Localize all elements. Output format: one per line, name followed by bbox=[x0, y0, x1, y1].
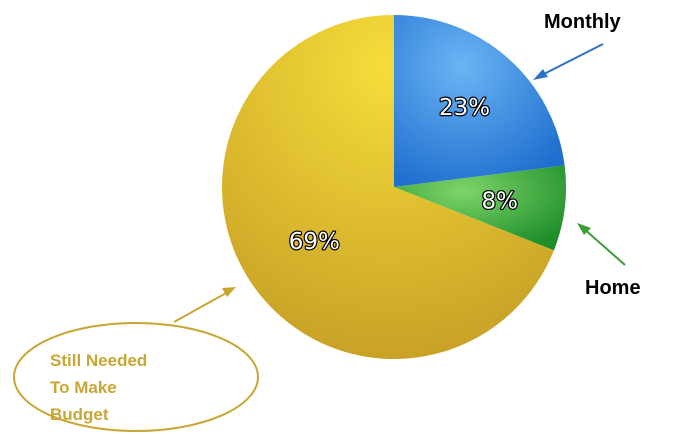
pie-slice-value-monthly: 23% bbox=[439, 95, 490, 121]
callout-monthly-arrowhead bbox=[533, 69, 548, 80]
callout-budget-line-1: Still Needed bbox=[50, 351, 147, 370]
callout-budget-line-2: To Make bbox=[50, 378, 117, 397]
pie-slice-value-home: 8% bbox=[482, 188, 519, 214]
callout-home: Home bbox=[577, 223, 641, 299]
callout-home-label: Home bbox=[585, 277, 641, 299]
callout-budget-ellipse bbox=[13, 322, 259, 432]
pie-slice-monthly bbox=[394, 15, 565, 187]
callout-monthly: Monthly bbox=[533, 11, 622, 80]
callout-budget-arrow bbox=[173, 291, 229, 323]
pie-slices bbox=[222, 15, 566, 360]
callout-budget-line-3: Budget bbox=[50, 405, 109, 424]
pie-slice-home bbox=[394, 165, 566, 251]
callout-home-arrowhead bbox=[577, 223, 591, 235]
callout-monthly-arrow bbox=[539, 43, 604, 77]
callout-budget: Still Needed To Make Budget bbox=[13, 287, 259, 432]
pie-slice-still bbox=[222, 15, 554, 360]
callout-monthly-label: Monthly bbox=[544, 11, 622, 33]
callout-budget-arrowhead bbox=[222, 287, 236, 297]
pie-slice-value-still: 69% bbox=[289, 229, 340, 255]
pie-slice-labels: 23% 8% 69% bbox=[288, 94, 520, 257]
callout-home-arrow bbox=[582, 227, 626, 266]
